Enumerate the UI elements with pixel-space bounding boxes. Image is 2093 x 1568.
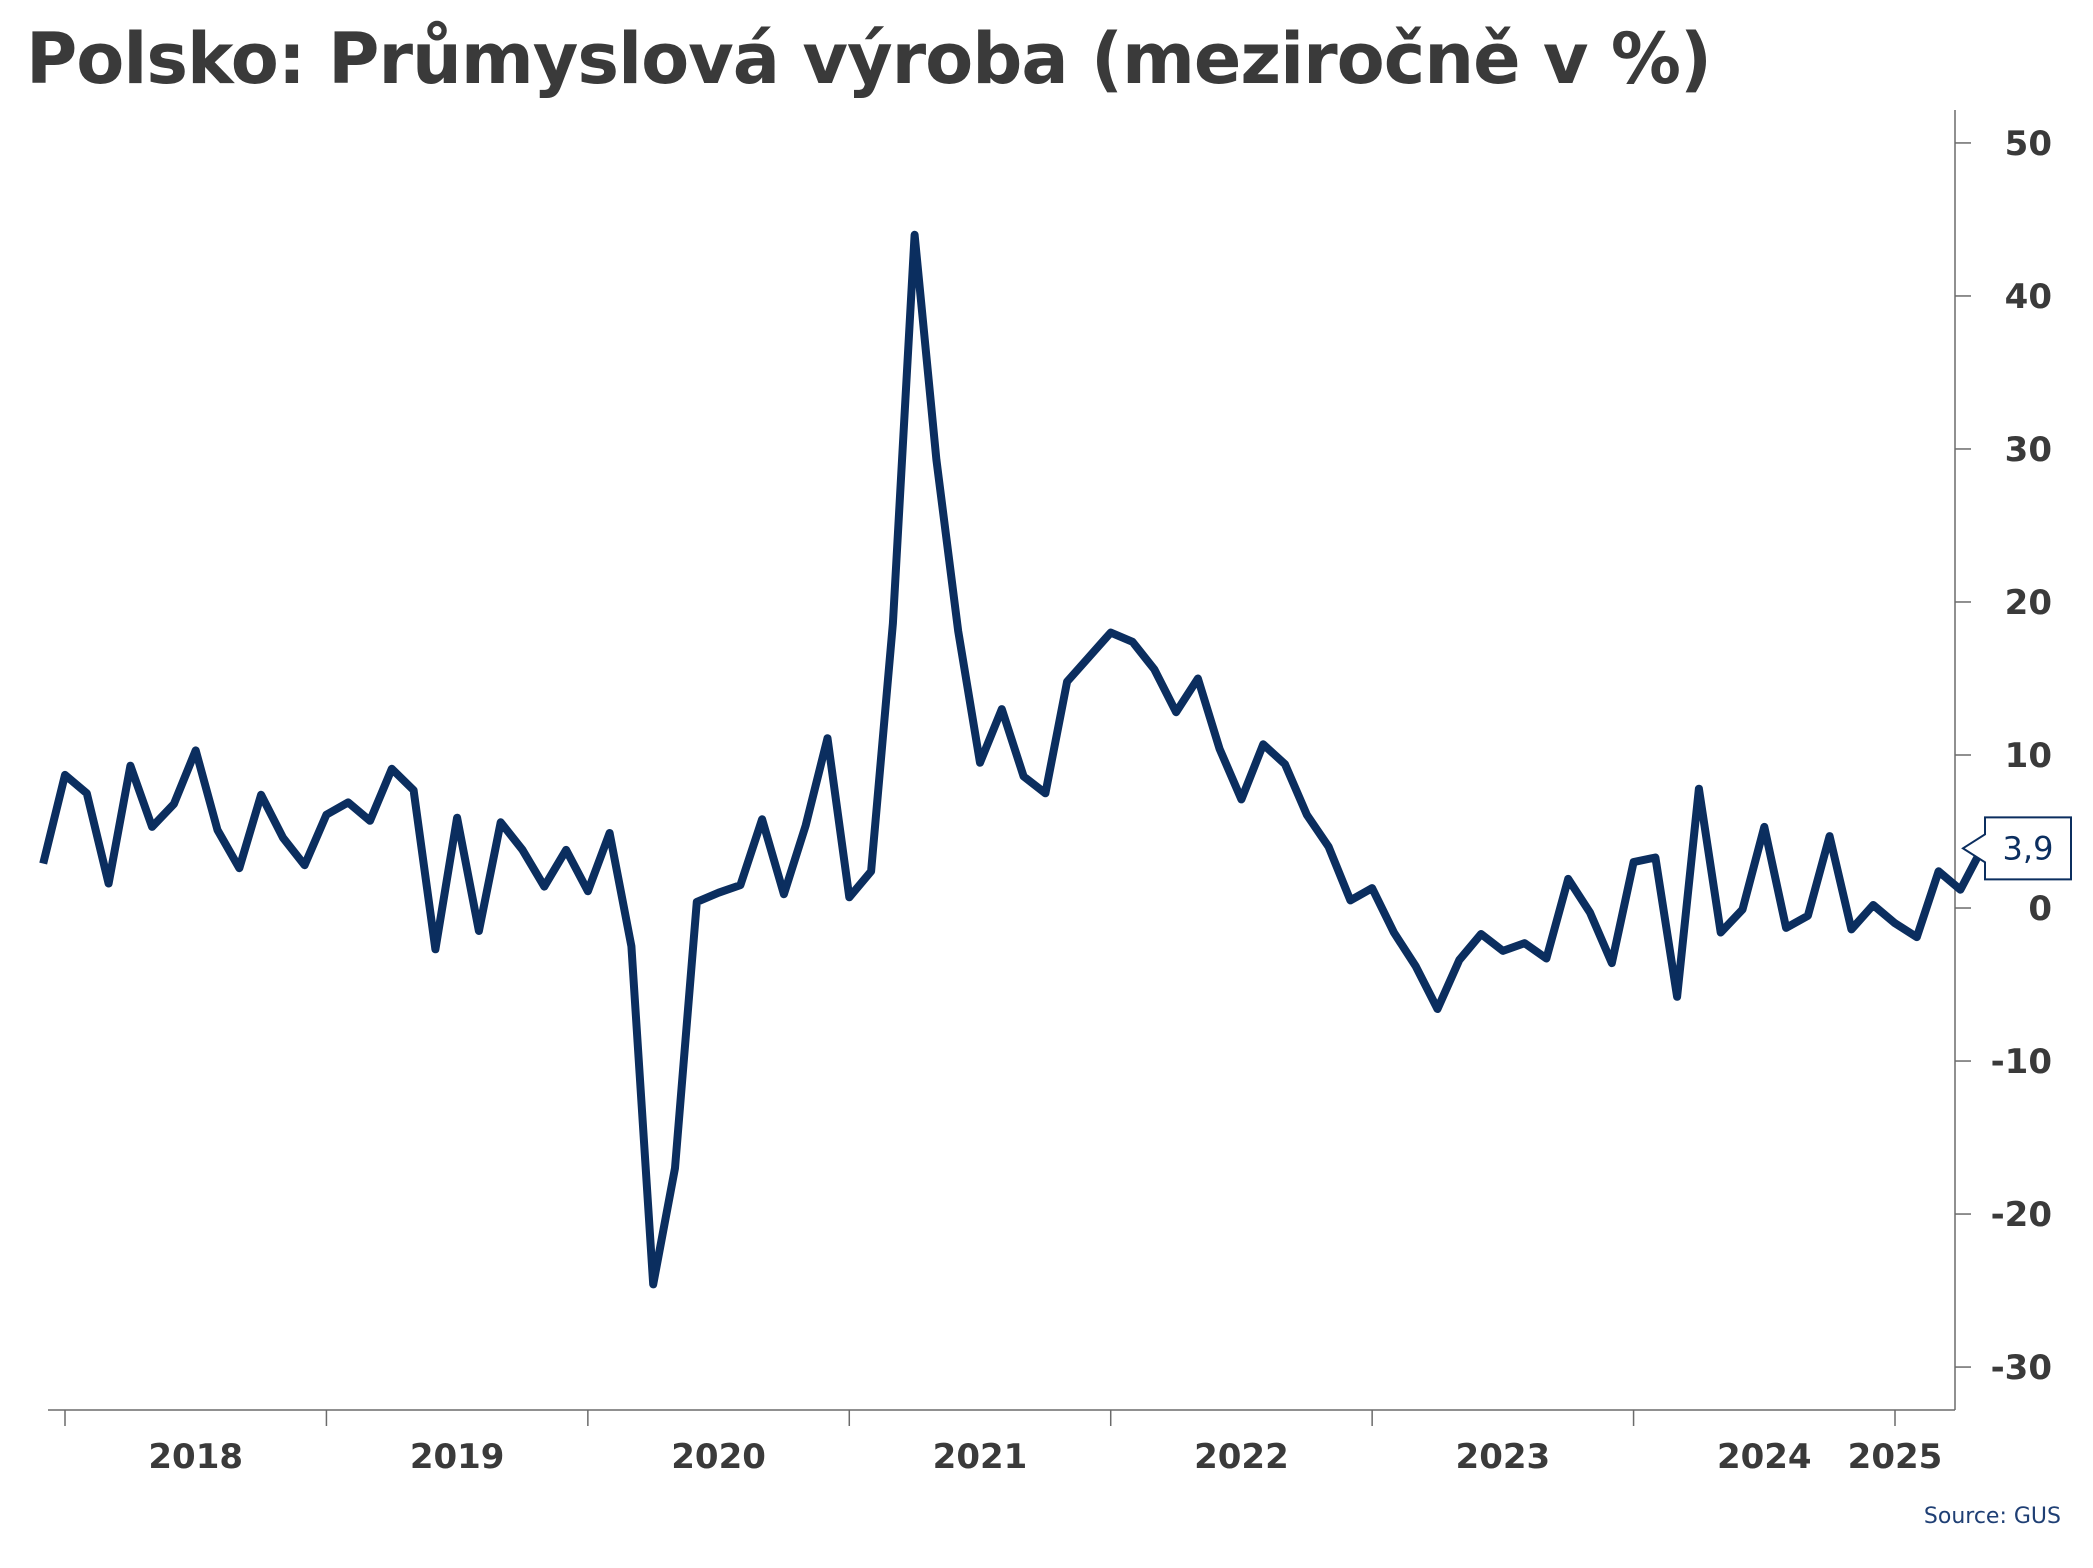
y-tick-label: 10 — [2005, 736, 2052, 776]
series-line — [39, 230, 1986, 1289]
x-tick-label: 2020 — [671, 1437, 766, 1477]
y-axis: 50 40 30 20 10 0 -10 -20 -30 — [1954, 110, 2052, 1410]
y-tick-label: 30 — [2005, 430, 2052, 470]
x-tick-label: 2024 — [1717, 1437, 1812, 1477]
x-tick-label: 2019 — [410, 1437, 505, 1477]
y-tick-label: -30 — [1991, 1348, 2052, 1388]
y-tick-label: 20 — [2005, 583, 2052, 623]
x-axis: 2018 2019 2020 2021 2022 2023 2024 2025 — [48, 1409, 1955, 1477]
y-tick-label: -20 — [1991, 1195, 2052, 1235]
callout-value: 3,9 — [2003, 829, 2054, 867]
x-tick-label: 2025 — [1848, 1437, 1943, 1477]
series-group — [39, 230, 1986, 1289]
y-tick-label: 0 — [2028, 889, 2052, 929]
last-value-callout: 3,9 — [1961, 816, 2072, 881]
x-tick-label: 2021 — [933, 1437, 1028, 1477]
y-tick-label: 50 — [2005, 124, 2052, 164]
callout-box — [1961, 816, 2072, 881]
x-tick-label: 2018 — [148, 1437, 243, 1477]
y-tick-label: 40 — [2005, 277, 2052, 317]
y-tick-label: -10 — [1991, 1042, 2052, 1082]
x-tick-label: 2022 — [1194, 1437, 1289, 1477]
chart-title: Polsko: Průmyslová výroba (meziročně v %… — [26, 18, 1712, 100]
source-note: Source: GUS — [1923, 1504, 2061, 1529]
x-tick-label: 2023 — [1456, 1437, 1551, 1477]
